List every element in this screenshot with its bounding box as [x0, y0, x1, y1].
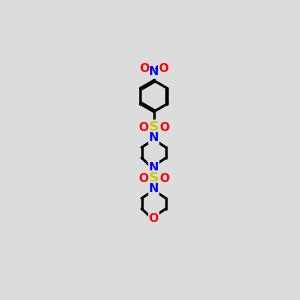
- Text: +: +: [154, 64, 160, 73]
- Text: N: N: [149, 65, 159, 78]
- Text: O: O: [139, 121, 148, 134]
- Text: O: O: [139, 172, 148, 184]
- Text: O: O: [159, 172, 169, 184]
- Text: O: O: [149, 212, 159, 225]
- Text: O: O: [159, 121, 169, 134]
- Text: N: N: [149, 131, 159, 144]
- Text: S: S: [149, 120, 159, 134]
- Text: O: O: [159, 62, 169, 75]
- Text: N: N: [149, 182, 159, 195]
- Text: O: O: [139, 62, 149, 75]
- Text: -: -: [165, 61, 168, 70]
- Text: S: S: [149, 171, 159, 185]
- Text: N: N: [149, 161, 159, 174]
